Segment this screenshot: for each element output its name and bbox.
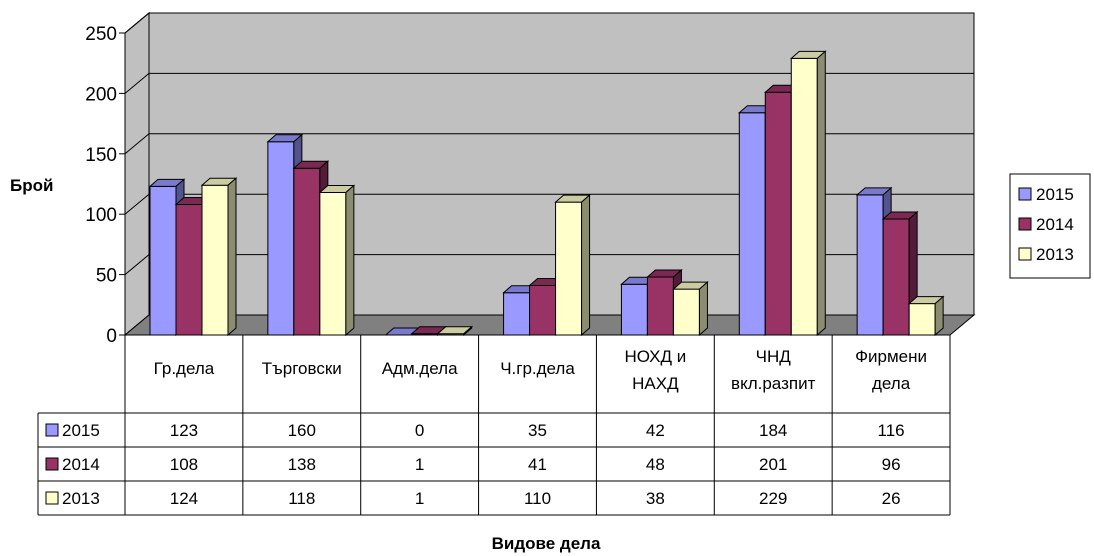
bar-front (175, 204, 203, 336)
legend: 2015 2014 2013 (1009, 173, 1091, 279)
table-cell-value: 116 (878, 421, 905, 440)
bar-side (463, 325, 473, 337)
y-tick-label: 150 (85, 145, 117, 166)
bar (907, 295, 945, 337)
legend-label: 2014 (1036, 215, 1074, 234)
x-category-label: Гр.дела (154, 359, 215, 378)
table-cell-value: 48 (646, 455, 665, 474)
gridline-diagonal (124, 133, 150, 155)
legend-swatch (1018, 247, 1032, 261)
table-series-swatch (45, 491, 59, 505)
gridline-diagonal (124, 254, 150, 275)
bar-front (267, 141, 295, 336)
bar-side (816, 50, 826, 337)
bar-front (319, 191, 347, 336)
table-cell-value: 229 (759, 489, 787, 508)
bar (318, 184, 356, 337)
x-category-label: НАХД (632, 374, 679, 393)
bar (789, 50, 827, 337)
bar-front (882, 218, 910, 336)
table-cell-value: 118 (288, 489, 315, 508)
bar (436, 325, 474, 337)
bar (200, 177, 238, 337)
y-tick-label: 100 (85, 205, 117, 226)
table-cell-value: 96 (882, 455, 901, 474)
legend-swatch (1018, 217, 1032, 231)
bar-front (672, 288, 700, 336)
table-cell-value: 184 (759, 421, 787, 440)
table-cell-value: 38 (646, 489, 665, 508)
y-tick-label: 0 (106, 326, 117, 347)
gridline-diagonal (124, 12, 150, 34)
x-category-label: ЧНД (756, 347, 792, 366)
y-tick-label: 50 (96, 266, 117, 287)
table-cell-value: 108 (170, 455, 198, 474)
bar-side (345, 184, 355, 337)
gridline-diagonal (124, 73, 150, 94)
table-series-swatch (45, 423, 59, 437)
gridline-diagonal (124, 193, 150, 215)
table-cell-value: 160 (288, 421, 316, 440)
table-cell-value: 26 (882, 489, 901, 508)
legend-label: 2015 (1036, 185, 1074, 204)
table-cell-value: 42 (646, 421, 665, 440)
bar-side (934, 295, 944, 337)
table-cell-value: 124 (170, 489, 198, 508)
bar-front (646, 276, 674, 336)
bar-front (503, 292, 531, 336)
table-cell-value: 41 (528, 455, 547, 474)
bar (554, 194, 591, 337)
bar-front (555, 201, 583, 336)
bar-side (698, 280, 708, 337)
bar-front (790, 57, 818, 336)
y-axis-title: Брой (10, 176, 53, 195)
data-table: Гр.дела Търговски Адм.дела Ч.гр.дела НОХД и Н… (37, 335, 951, 516)
bar-side (581, 194, 591, 337)
x-category-label: вкл.разпит (731, 374, 816, 393)
legend-swatch (1018, 187, 1032, 201)
x-category-label: Фирмени (855, 347, 927, 366)
table-series-name: 2015 (62, 421, 100, 440)
table-series-name: 2014 (62, 455, 100, 474)
bar-front (529, 284, 557, 336)
bar-front (764, 91, 792, 336)
table-cell-value: 35 (528, 421, 547, 440)
side-wall (124, 11, 150, 337)
table-cell-value: 1 (415, 489, 424, 508)
bar-front (856, 194, 884, 336)
bar-front (620, 283, 648, 336)
table-cell-value: 138 (288, 455, 316, 474)
x-category-label: НОХД и (624, 347, 686, 366)
table-cell-value: 110 (524, 489, 551, 508)
table-series-name: 2013 (62, 489, 100, 508)
bar-front (293, 167, 321, 336)
x-category-label: дела (872, 374, 911, 393)
bar (672, 280, 709, 337)
table-cell-value: 1 (415, 455, 424, 474)
x-category-label: Ч.гр.дела (500, 359, 575, 378)
bar-front (149, 185, 177, 336)
bars (148, 50, 945, 337)
bar-front (201, 184, 229, 336)
x-category-label: Търговски (262, 359, 342, 378)
bar-front (738, 112, 766, 336)
y-tick-label: 200 (85, 84, 117, 105)
table-series-swatch (45, 457, 59, 471)
bar-side (227, 177, 237, 337)
legend-label: 2013 (1036, 245, 1074, 264)
table-cell-value: 0 (415, 421, 424, 440)
bar-front (908, 303, 936, 336)
table-cell-value: 123 (170, 421, 198, 440)
y-axis: 0 50 100 150 200 250 (85, 24, 126, 347)
x-axis-title: Видове дела (492, 534, 601, 553)
y-tick-label: 250 (85, 24, 117, 45)
table-cell-value: 201 (759, 455, 787, 474)
x-category-label: Адм.дела (382, 359, 458, 378)
